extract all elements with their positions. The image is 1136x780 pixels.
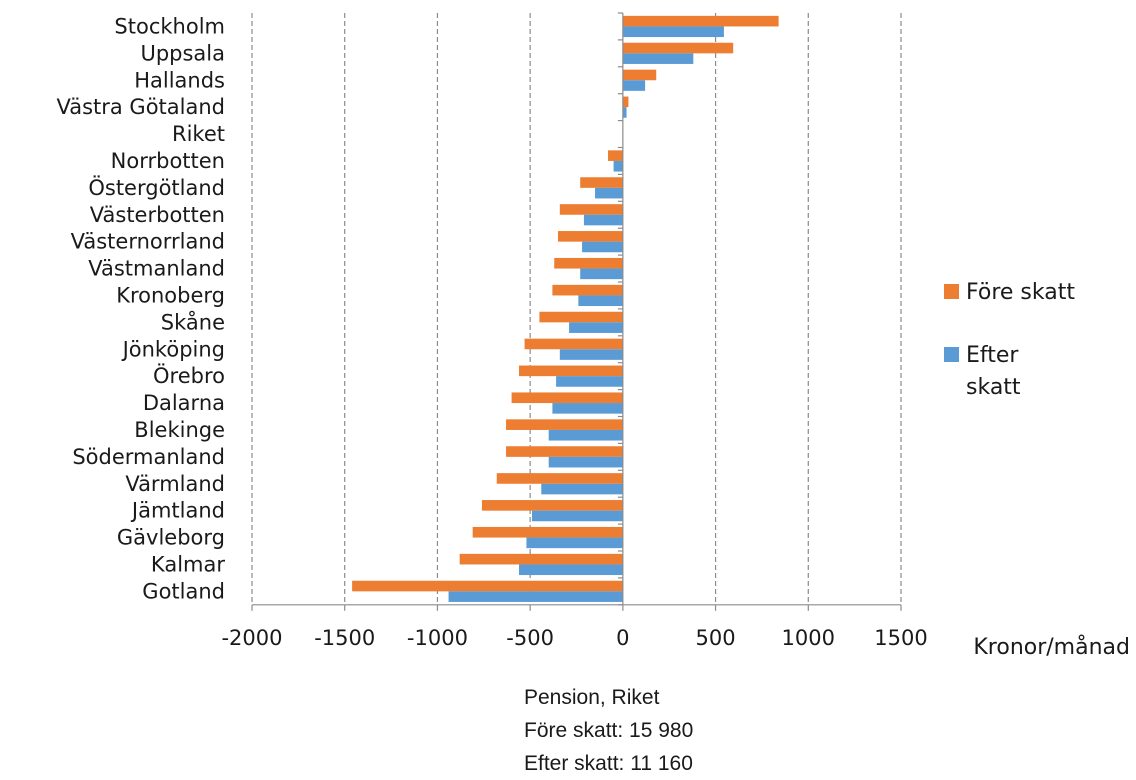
category-labels: Stockholm Uppsala Hallands Västra Götaland R… <box>56 14 225 603</box>
category-label-vastra-gotaland: Västra Götaland <box>56 95 225 119</box>
category-label-sodermanland: Södermanland <box>72 445 225 469</box>
axes <box>251 12 902 611</box>
bar-fore-skatt-vasternorrland <box>557 231 623 242</box>
bar-efter-skatt-skane <box>569 322 623 333</box>
bar-efter-skatt-vastra-gotaland <box>622 107 627 118</box>
gridlines <box>251 13 902 605</box>
note-after-tax: Efter skatt: 11 160 <box>524 752 693 775</box>
bar-efter-skatt-vastmanland <box>580 268 623 280</box>
national-pension-note: Pension, Riket Före skatt: 15 980 Efter … <box>524 681 693 780</box>
bar-fore-skatt-norrbotten <box>608 150 623 161</box>
category-label-vasternorrland: Västernorrland <box>71 230 225 254</box>
bar-efter-skatt-stockholm <box>622 26 724 38</box>
bar-chart: Stockholm Uppsala Hallands Västra Götaland R… <box>56 12 1130 660</box>
category-label-norrbotten: Norrbotten <box>111 149 225 173</box>
bar-efter-skatt-jonkoping <box>559 349 623 360</box>
category-label-kalmar: Kalmar <box>151 552 225 576</box>
category-label-skane: Skåne <box>161 309 225 334</box>
legend-label-efter-skatt-line2: skatt <box>966 375 1021 400</box>
bar-fore-skatt-varmland <box>496 473 623 484</box>
x-tick-label: 0 <box>616 626 629 650</box>
bar-fore-skatt-hallands <box>622 69 657 81</box>
bar-fore-skatt-uppsala <box>622 42 734 54</box>
bar-fore-skatt-dalarna <box>511 392 623 404</box>
category-label-blekinge: Blekinge <box>134 418 225 442</box>
bar-efter-skatt-uppsala <box>622 53 694 64</box>
bar-efter-skatt-norrbotten <box>613 160 623 172</box>
note-before-tax: Före skatt: 15 980 <box>524 719 694 742</box>
legend: Före skatt Efter skatt <box>944 280 1075 400</box>
bar-efter-skatt-sodermanland <box>548 456 623 468</box>
bar-fore-skatt-blekinge <box>506 419 623 430</box>
x-tick-label: -2000 <box>221 626 282 650</box>
tick-labels: -2000 -1500 -1000 -500 0 500 1000 1500 <box>221 626 927 650</box>
category-label-hallands: Hallands <box>134 68 225 92</box>
x-tick-label: -500 <box>506 626 554 650</box>
bar-efter-skatt-vasterbotten <box>583 214 623 226</box>
bar-efter-skatt-blekinge <box>548 429 623 441</box>
category-label-uppsala: Uppsala <box>140 41 225 65</box>
bar-fore-skatt-kronoberg <box>552 284 623 296</box>
category-label-vasterbotten: Västerbotten <box>90 203 225 227</box>
category-label-kronoberg: Kronoberg <box>116 283 225 307</box>
category-label-vastmanland: Västmanland <box>88 257 225 281</box>
category-label-gotland: Gotland <box>142 579 225 603</box>
bar-fore-skatt-vastra-gotaland <box>622 96 629 108</box>
bar-efter-skatt-orebro <box>556 376 623 387</box>
bar-fore-skatt-sodermanland <box>506 446 623 457</box>
category-label-orebro: Örebro <box>153 363 225 388</box>
x-tick-label: 500 <box>696 626 736 650</box>
legend-label-efter-skatt-line1: Efter <box>966 343 1019 368</box>
bar-efter-skatt-kalmar <box>519 564 623 576</box>
category-label-jonkoping: Jönköping <box>121 337 225 361</box>
bar-fore-skatt-gotland <box>352 580 623 592</box>
x-tick-label: -1500 <box>314 626 375 650</box>
bar-efter-skatt-ostergotland <box>595 187 623 199</box>
bar-fore-skatt-skane <box>539 311 623 323</box>
bar-fore-skatt-stockholm <box>622 15 779 27</box>
x-tick-label: -1000 <box>407 626 468 650</box>
bar-efter-skatt-jamtland <box>531 510 623 522</box>
bar-fore-skatt-orebro <box>519 365 623 377</box>
category-label-jamtland: Jämtland <box>130 499 225 523</box>
category-label-ostergotland: Östergötland <box>88 175 225 200</box>
bar-fore-skatt-jonkoping <box>524 338 623 350</box>
x-tick-label: 1500 <box>874 626 927 650</box>
legend-label-fore-skatt: Före skatt <box>966 280 1075 305</box>
bar-efter-skatt-dalarna <box>552 403 623 414</box>
category-label-varmland: Värmland <box>125 472 225 496</box>
bar-fore-skatt-gavleborg <box>472 526 623 538</box>
bar-efter-skatt-vasternorrland <box>582 241 623 253</box>
bar-efter-skatt-gotland <box>448 591 623 602</box>
x-tick-label: 1000 <box>782 626 835 650</box>
legend-swatch-efter-skatt <box>944 347 959 362</box>
bar-efter-skatt-hallands <box>622 80 646 91</box>
category-label-riket: Riket <box>172 122 225 146</box>
bar-fore-skatt-vasterbotten <box>559 204 623 215</box>
bar-efter-skatt-varmland <box>541 483 623 495</box>
x-axis-unit-label: Kronor/månad <box>973 634 1130 660</box>
bars <box>352 15 779 602</box>
legend-swatch-fore-skatt <box>944 284 959 299</box>
bar-fore-skatt-vastmanland <box>554 257 623 269</box>
category-label-gavleborg: Gävleborg <box>117 526 225 550</box>
note-title: Pension, Riket <box>524 686 660 709</box>
legend-label-efter-skatt: Efter skatt <box>966 343 1025 400</box>
bar-efter-skatt-gavleborg <box>526 537 623 549</box>
bar-fore-skatt-kalmar <box>459 553 623 565</box>
bar-fore-skatt-ostergotland <box>580 177 623 188</box>
category-label-stockholm: Stockholm <box>114 14 225 38</box>
category-label-dalarna: Dalarna <box>143 391 225 415</box>
bar-fore-skatt-jamtland <box>481 500 623 511</box>
bar-efter-skatt-kronoberg <box>578 295 623 307</box>
